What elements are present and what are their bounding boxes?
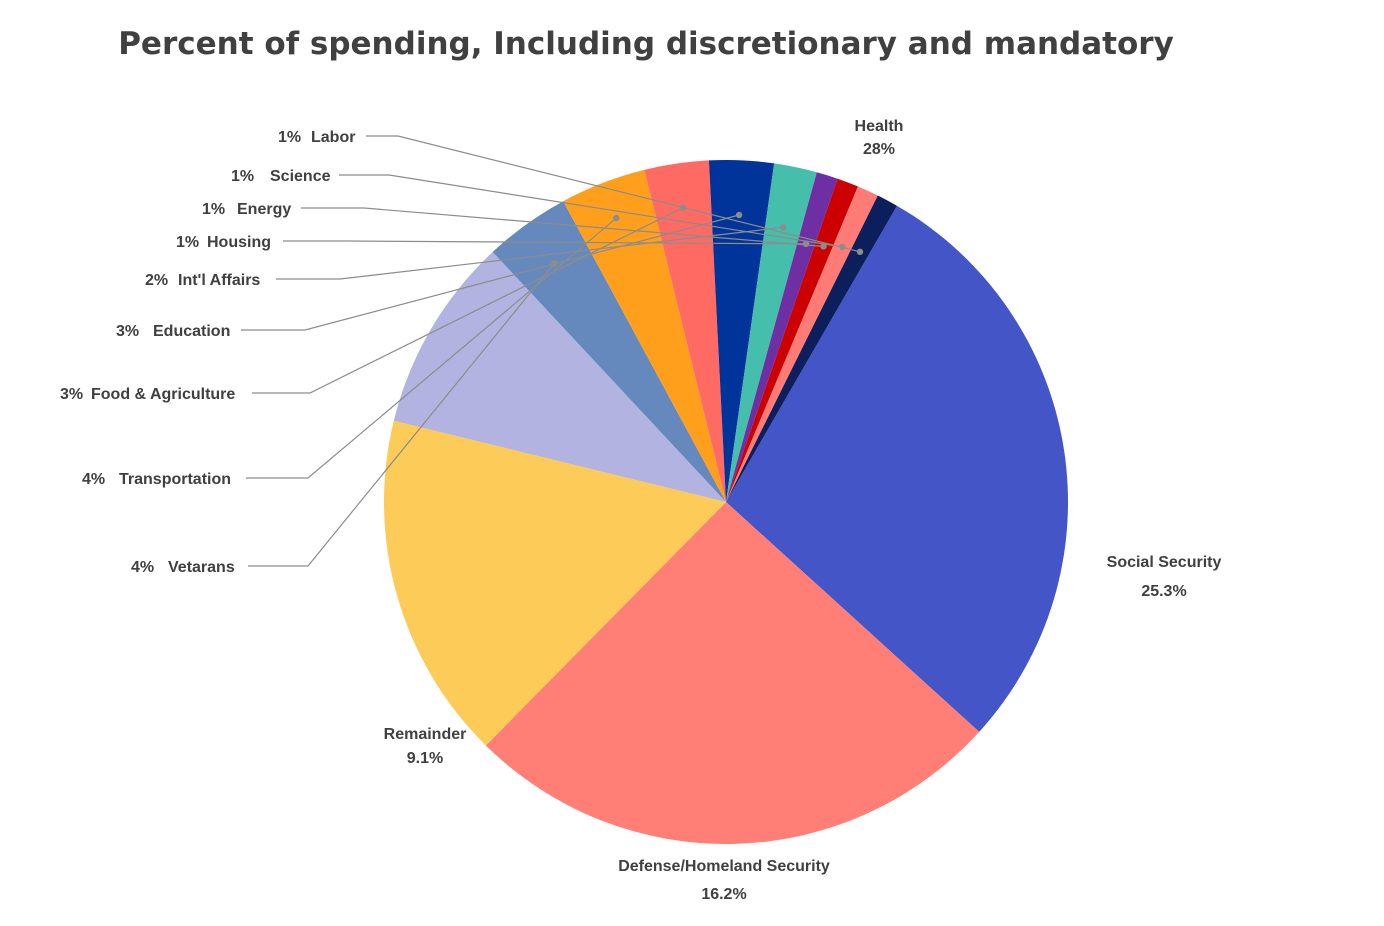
leader-dot-energy xyxy=(820,243,827,250)
label-education-value: 3% xyxy=(116,323,139,340)
slice-health xyxy=(726,205,1069,732)
leader-line-science xyxy=(339,174,843,248)
slice-remainder xyxy=(393,251,726,502)
label-remainder-value: 9.1% xyxy=(407,750,443,767)
leader-line-energy xyxy=(301,207,824,247)
label-transportation-name: Transportation xyxy=(119,471,231,488)
label-social-security-name: Social Security xyxy=(1107,554,1222,571)
slice-energy xyxy=(726,178,858,502)
leader-line-transportation xyxy=(246,217,617,479)
slice-food-agriculture xyxy=(644,160,726,502)
label-science-value: 1% xyxy=(231,168,254,185)
slice-vetarans xyxy=(492,201,726,502)
leader-dot-labor xyxy=(856,248,864,255)
label-vetarans-value: 4% xyxy=(131,559,154,576)
label-int-l-affairs-value: 2% xyxy=(145,272,168,289)
label-remainder-name: Remainder xyxy=(384,726,467,743)
slice-transportation xyxy=(563,169,726,502)
label-defense-homeland-security-name: Defense/Homeland Security xyxy=(618,858,830,875)
label-labor-name: Labor xyxy=(311,129,355,146)
leader-line-education xyxy=(241,214,740,331)
label-vetarans-name: Vetarans xyxy=(168,559,235,576)
label-transportation-value: 4% xyxy=(82,471,105,488)
label-food-agriculture-name: Food & Agriculture xyxy=(91,386,235,403)
label-science-name: Science xyxy=(270,168,331,185)
label-int-l-affairs-name: Int'l Affairs xyxy=(178,272,260,289)
slice-labels: Health 28% Social Security 25.3% Defense/Hom… xyxy=(60,118,1221,903)
leader-line-int-l-affairs xyxy=(276,226,784,280)
leader-dot-education xyxy=(735,211,743,219)
label-defense-homeland-security-value: 16.2% xyxy=(701,886,746,903)
label-energy-value: 1% xyxy=(202,201,225,218)
slice-int-l-affairs xyxy=(726,163,817,502)
label-housing-value: 1% xyxy=(176,234,199,251)
leader-dot-int-l-affairs xyxy=(779,224,787,231)
label-social-security-value: 25.3% xyxy=(1141,583,1186,600)
slice-housing xyxy=(726,172,838,502)
label-labor-value: 1% xyxy=(278,129,301,146)
leader-line-labor xyxy=(366,135,861,253)
label-energy-name: Energy xyxy=(237,201,291,218)
slice-labor xyxy=(726,195,897,502)
leader-line-vetarans xyxy=(248,262,555,567)
leader-line-housing xyxy=(283,240,807,245)
slice-social-security xyxy=(485,502,980,845)
label-housing-name: Housing xyxy=(207,234,271,251)
chart-title: Percent of spending, Including discretio… xyxy=(118,26,1174,62)
label-education-name: Education xyxy=(153,323,230,340)
leader-dot-transportation xyxy=(613,214,620,222)
pie-slices xyxy=(383,160,1069,845)
label-health-value: 28% xyxy=(863,141,895,158)
label-food-agriculture-value: 3% xyxy=(60,386,83,403)
leader-line-food-agriculture xyxy=(252,207,684,394)
slice-defense-homeland-security xyxy=(383,420,726,746)
label-health-name: Health xyxy=(855,118,904,135)
slice-science xyxy=(726,186,878,503)
slice-education xyxy=(708,160,775,502)
